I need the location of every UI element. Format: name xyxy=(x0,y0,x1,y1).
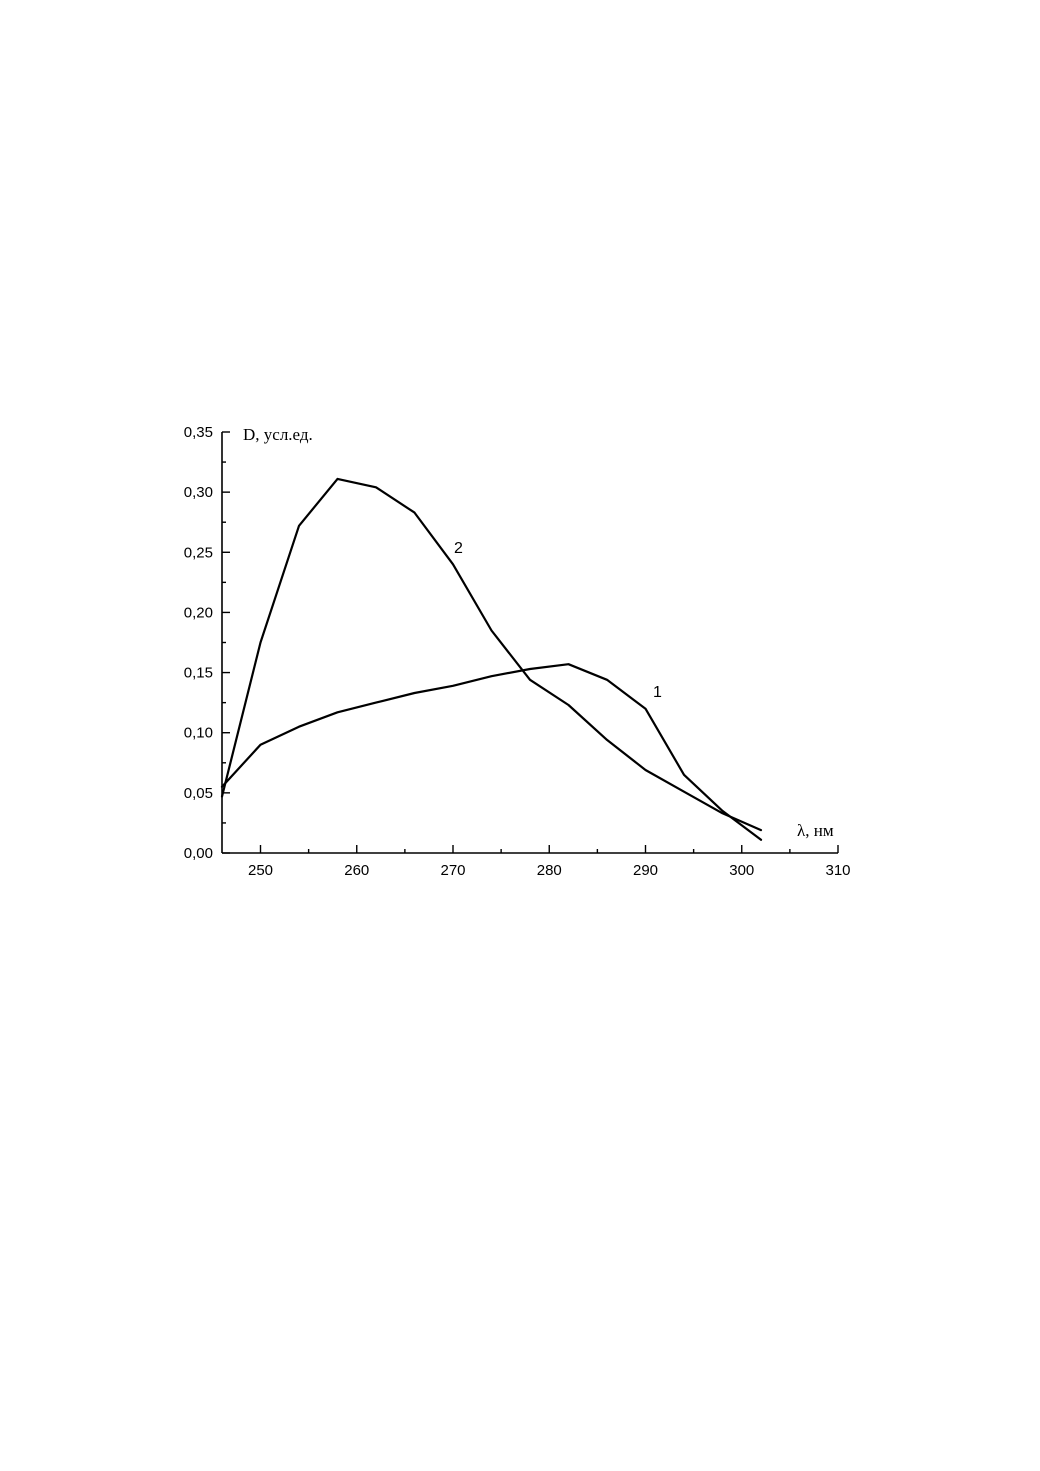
y-tick-label: 0,10 xyxy=(184,725,213,742)
series-group xyxy=(220,477,763,841)
x-tick-label: 290 xyxy=(633,862,658,879)
y-tick-label: 0,20 xyxy=(184,604,213,621)
y-tick-label: 0,35 xyxy=(184,424,213,441)
x-tick-label: 280 xyxy=(537,862,562,879)
x-axis-title: λ, нм xyxy=(797,821,834,840)
series-line-2 xyxy=(220,477,763,832)
series-line-1 xyxy=(220,663,763,841)
y-tick-label: 0,15 xyxy=(184,665,213,682)
curve-label-2: 2 xyxy=(454,540,463,557)
y-tick-label: 0,00 xyxy=(184,845,213,862)
y-tick-label: 0,30 xyxy=(184,484,213,501)
y-axis-title: D, усл.ед. xyxy=(243,425,313,444)
ticks: 250 260 270 280 290 300 310 0,00 0,05 0,10 0,15 0,2… xyxy=(184,424,851,879)
y-tick-label: 0,25 xyxy=(184,544,213,561)
x-tick-label: 260 xyxy=(344,862,369,879)
x-tick-label: 300 xyxy=(729,862,754,879)
x-tick-label: 250 xyxy=(248,862,273,879)
x-tick-label: 270 xyxy=(440,862,465,879)
x-tick-label: 310 xyxy=(825,862,850,879)
axes xyxy=(221,432,838,854)
curve-label-1: 1 xyxy=(653,684,662,701)
y-tick-label: 0,05 xyxy=(184,785,213,802)
